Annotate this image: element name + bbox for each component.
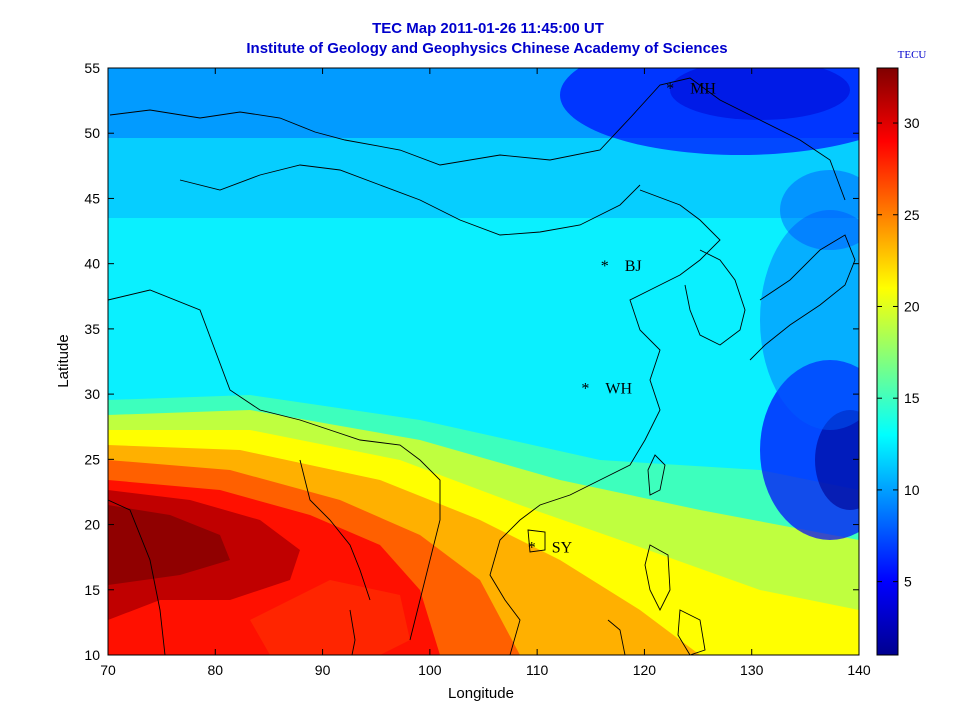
colorbar <box>876 67 899 656</box>
colorbar-tick-label: 5 <box>904 574 912 590</box>
x-tick-label: 80 <box>207 662 223 678</box>
stations-layer: * MH * BJ * WH * SY <box>528 81 717 557</box>
y-tick-label: 30 <box>84 386 100 402</box>
y-axis: 10 15 20 25 30 35 40 45 50 55 <box>84 60 859 663</box>
x-tick-label: 120 <box>633 662 657 678</box>
station-marker: * <box>528 540 536 557</box>
x-tick-label: 70 <box>100 662 116 678</box>
plot-frame <box>107 67 860 656</box>
y-tick-label: 10 <box>84 647 100 663</box>
colorbar-tick-label: 15 <box>904 390 920 406</box>
station-marker: * <box>666 81 674 98</box>
x-tick-label: 130 <box>740 662 764 678</box>
station-label: MH <box>690 81 716 98</box>
colorbar-tick-label: 25 <box>904 207 920 223</box>
x-tick-label: 100 <box>418 662 442 678</box>
y-tick-label: 40 <box>84 256 100 272</box>
x-axis: 70 80 90 100 110 120 130 140 <box>100 68 871 678</box>
tec-field <box>108 68 859 655</box>
y-tick-label: 45 <box>84 190 100 206</box>
y-tick-label: 55 <box>84 60 100 76</box>
x-tick-label: 110 <box>526 662 549 678</box>
x-tick-label: 90 <box>315 662 331 678</box>
station-marker: * <box>601 258 609 275</box>
chart-subtitle: Institute of Geology and Geophysics Chin… <box>246 40 727 57</box>
y-tick-label: 20 <box>84 517 100 533</box>
station-label: SY <box>552 540 573 557</box>
station-marker: * <box>581 381 589 398</box>
y-tick-label: 50 <box>84 125 100 141</box>
y-axis-label: Latitude <box>55 334 72 387</box>
colorbar-tick-label: 30 <box>904 115 920 131</box>
x-tick-label: 140 <box>847 662 871 678</box>
station-label: WH <box>605 381 632 398</box>
y-tick-label: 15 <box>84 582 100 598</box>
coastlines <box>108 77 856 655</box>
colorbar-unit-label: TECU <box>898 49 927 61</box>
y-tick-label: 35 <box>84 321 100 337</box>
x-axis-label: Longitude <box>448 685 514 702</box>
colorbar-tick-label: 20 <box>904 298 920 314</box>
chart-title: TEC Map 2011-01-26 11:45:00 UT <box>372 20 604 37</box>
colorbar-ticks: 5 10 15 20 25 30 <box>877 115 920 590</box>
y-tick-label: 25 <box>84 451 100 467</box>
colorbar-tick-label: 10 <box>904 482 920 498</box>
station-label: BJ <box>625 258 642 275</box>
